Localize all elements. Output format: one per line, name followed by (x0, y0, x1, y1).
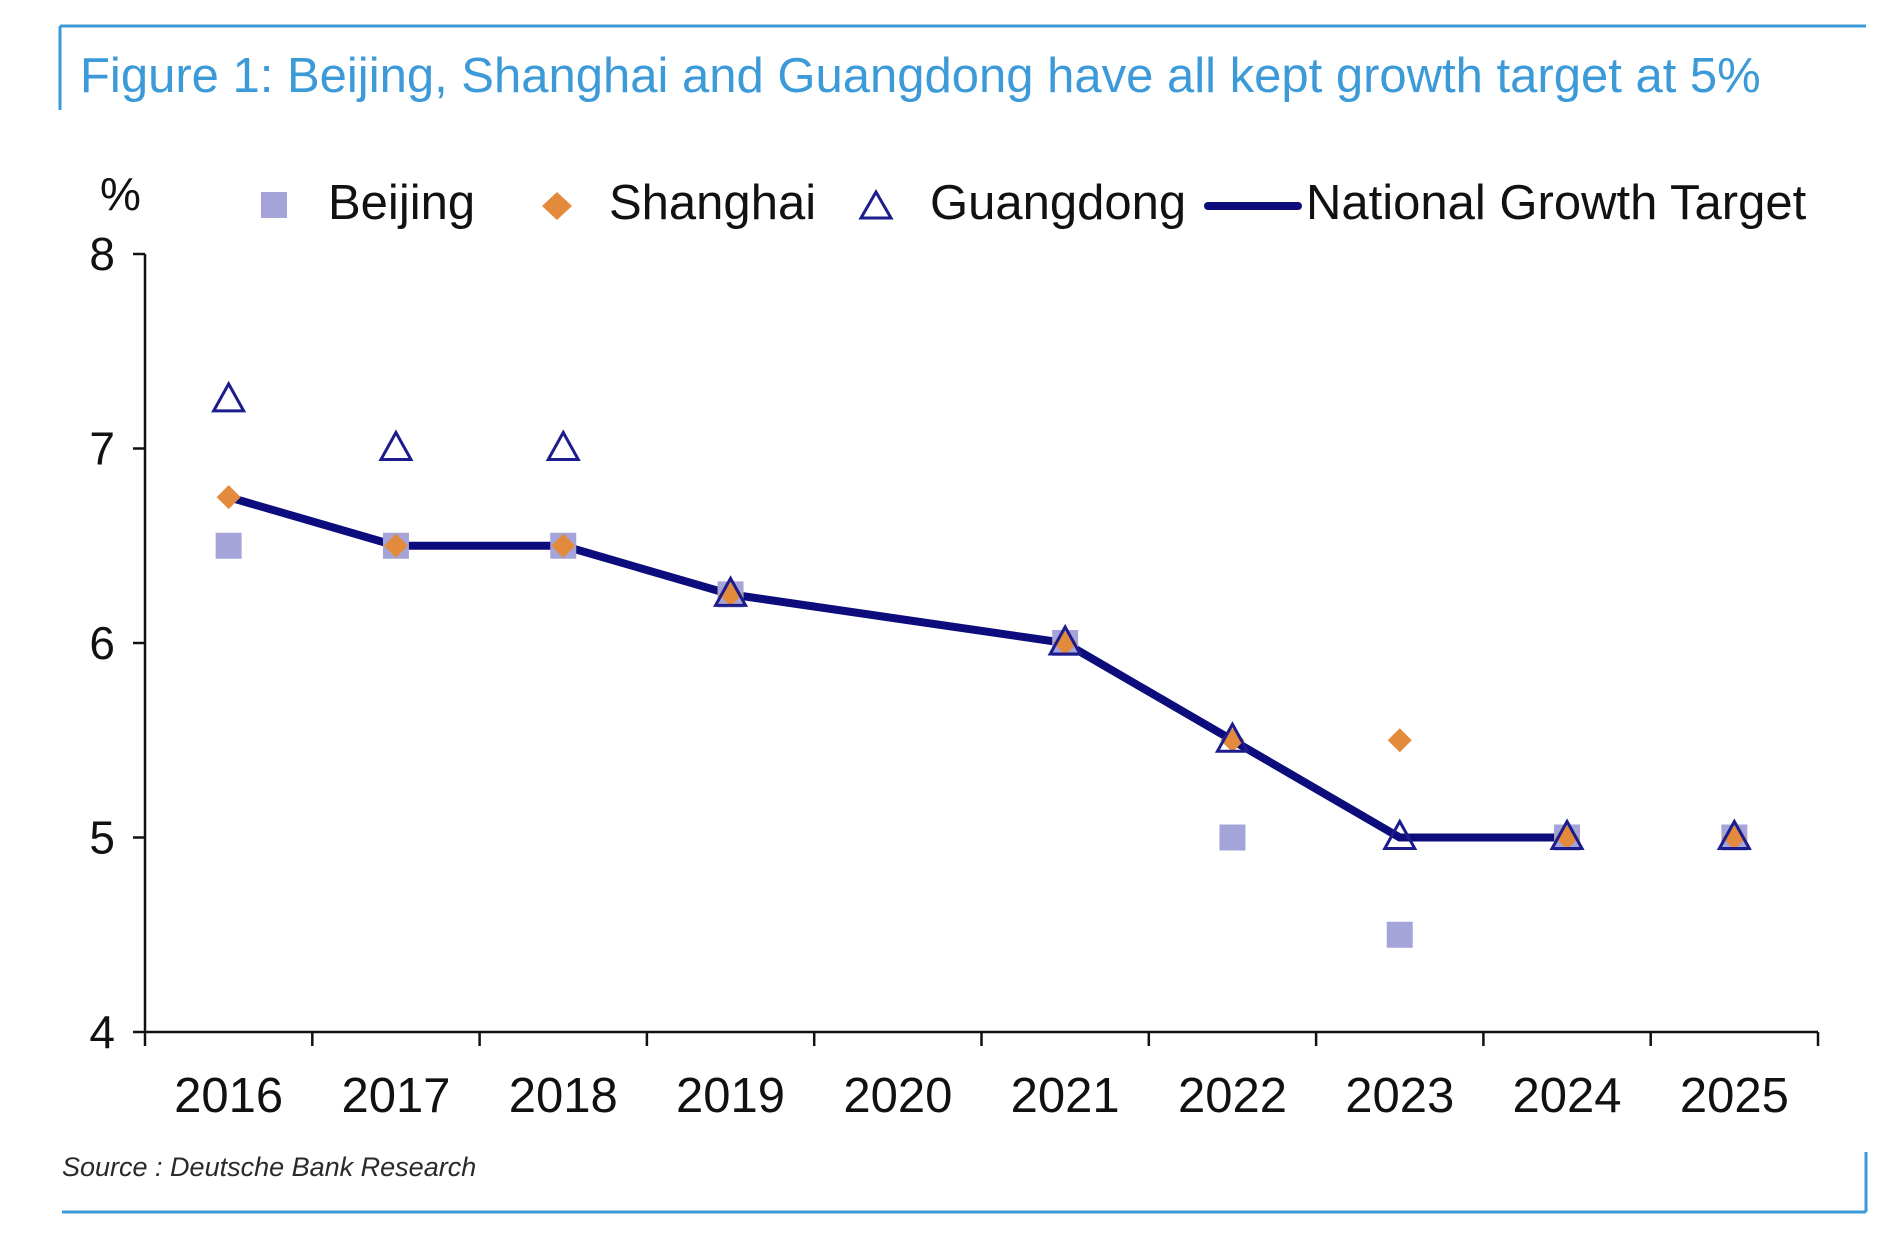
guangdong-point (1047, 623, 1083, 656)
legend: Beijing Shanghai Guangdong National Grow… (261, 176, 1807, 230)
guangdong-point (1549, 818, 1585, 850)
y-tick-label: 4 (89, 1006, 115, 1058)
x-tick-label: 2017 (341, 1069, 450, 1123)
legend-beijing-marker (261, 192, 287, 218)
guangdong-point (378, 429, 414, 461)
legend-shanghai-label: Shanghai (609, 176, 816, 230)
beijing-point (215, 532, 242, 559)
beijing-point (1386, 921, 1413, 948)
beijing-point (1219, 824, 1246, 851)
legend-national-target-label: National Growth Target (1306, 176, 1807, 230)
shanghai-point (551, 533, 576, 558)
x-tick-label: 2018 (509, 1069, 618, 1123)
national-growth-target-series (224, 493, 1572, 842)
x-tick-label: 2020 (843, 1069, 952, 1123)
shanghai-series (216, 485, 1747, 850)
source-note: Source : Deutsche Bank Research (62, 1152, 477, 1182)
shanghai-point (1387, 728, 1412, 753)
guangdong-point (1382, 818, 1418, 850)
x-tick-label: 2023 (1345, 1069, 1454, 1123)
x-tick-label: 2025 (1680, 1069, 1789, 1123)
shanghai-point (383, 533, 408, 558)
y-ticks: 4 5 6 7 8 (89, 228, 145, 1058)
y-tick-label: 8 (89, 228, 115, 280)
guangdong-point (211, 380, 247, 413)
national-growth-target-line (224, 493, 1572, 842)
x-tick-label: 2021 (1011, 1069, 1120, 1123)
legend-shanghai-marker (542, 192, 572, 220)
x-ticks: 2016 2017 2018 2019 2020 2021 2022 2023 2024 2025 (143, 1032, 1820, 1123)
guangdong-point (545, 429, 581, 461)
guangdong-point (1716, 818, 1752, 850)
x-tick-label: 2019 (676, 1069, 785, 1123)
x-tick-label: 2016 (174, 1069, 283, 1123)
shanghai-point (216, 485, 241, 510)
y-tick-label: 6 (89, 617, 115, 669)
legend-guangdong-marker (858, 188, 894, 220)
x-tick-label: 2024 (1513, 1069, 1622, 1123)
legend-beijing-label: Beijing (328, 176, 475, 230)
guangdong-series (211, 380, 1752, 850)
figure-title: Figure 1: Beijing, Shanghai and Guangdon… (80, 49, 1761, 103)
beijing-series (215, 532, 1748, 948)
y-tick-label: 5 (89, 812, 115, 864)
y-axis-unit-label: % (100, 168, 141, 220)
guangdong-point (713, 575, 749, 607)
x-tick-label: 2022 (1178, 1069, 1287, 1123)
legend-guangdong-label: Guangdong (930, 176, 1186, 230)
guangdong-point (1214, 721, 1250, 753)
y-tick-label: 7 (89, 423, 115, 475)
